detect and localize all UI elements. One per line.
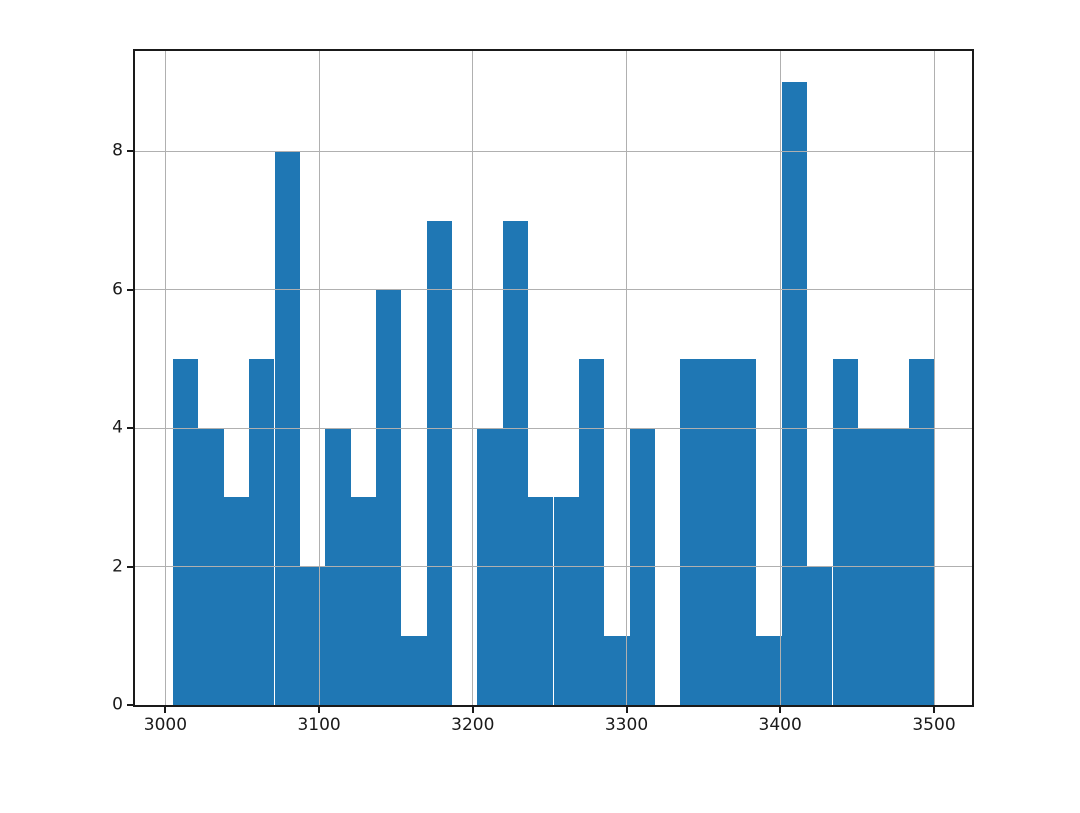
gridline-horizontal [135, 289, 972, 291]
y-tick-label: 6 [112, 279, 123, 300]
x-tick-label: 3400 [758, 715, 802, 735]
histogram-bar [299, 566, 326, 705]
x-tick-mark [779, 707, 782, 713]
x-tick-label: 3200 [451, 715, 495, 735]
histogram-bar [705, 359, 732, 705]
histogram-bar [401, 635, 427, 705]
x-tick-mark [164, 707, 167, 713]
y-tick-label: 2 [112, 556, 123, 577]
histogram-bar [781, 82, 808, 705]
histogram-bar [832, 359, 858, 705]
x-tick-mark [625, 707, 628, 713]
histogram-bar [553, 497, 579, 705]
grid-layer [135, 51, 972, 705]
gridline-vertical [626, 51, 627, 705]
histogram-bar [528, 497, 554, 705]
x-tick-mark [933, 707, 935, 713]
axes [133, 49, 974, 707]
x-tick-label: 3000 [143, 715, 188, 735]
gridline-vertical [318, 51, 320, 705]
gridline-vertical [472, 51, 474, 705]
histogram-bar [350, 497, 376, 705]
histogram-bar [173, 359, 199, 705]
histogram-bar [756, 635, 782, 705]
x-tick-mark [318, 707, 321, 713]
histogram-bar [807, 566, 833, 705]
gridline-vertical [779, 51, 781, 705]
histogram-bar [502, 220, 529, 705]
x-tick-label: 3100 [297, 715, 341, 735]
gridline-horizontal [135, 150, 972, 152]
gridline-horizontal [135, 566, 972, 568]
x-tick-label: 3500 [912, 715, 956, 735]
histogram-bar [249, 359, 275, 705]
histogram-bar [223, 497, 250, 705]
gridline-vertical [933, 51, 935, 705]
histogram-bar [908, 359, 934, 705]
gridline-horizontal [135, 427, 972, 429]
y-tick-label: 4 [112, 417, 123, 438]
x-tick-mark [471, 707, 474, 713]
y-tick-label: 8 [112, 140, 123, 161]
histogram-bar [731, 359, 757, 705]
histogram-bar [578, 359, 605, 705]
histogram-bar [376, 289, 402, 705]
x-tick-label: 3300 [604, 715, 649, 735]
gridline-vertical [164, 51, 166, 705]
y-tick-label: 0 [112, 694, 123, 715]
histogram-bar [426, 220, 453, 705]
histogram-bar [680, 359, 706, 705]
histogram-bar [604, 635, 630, 705]
